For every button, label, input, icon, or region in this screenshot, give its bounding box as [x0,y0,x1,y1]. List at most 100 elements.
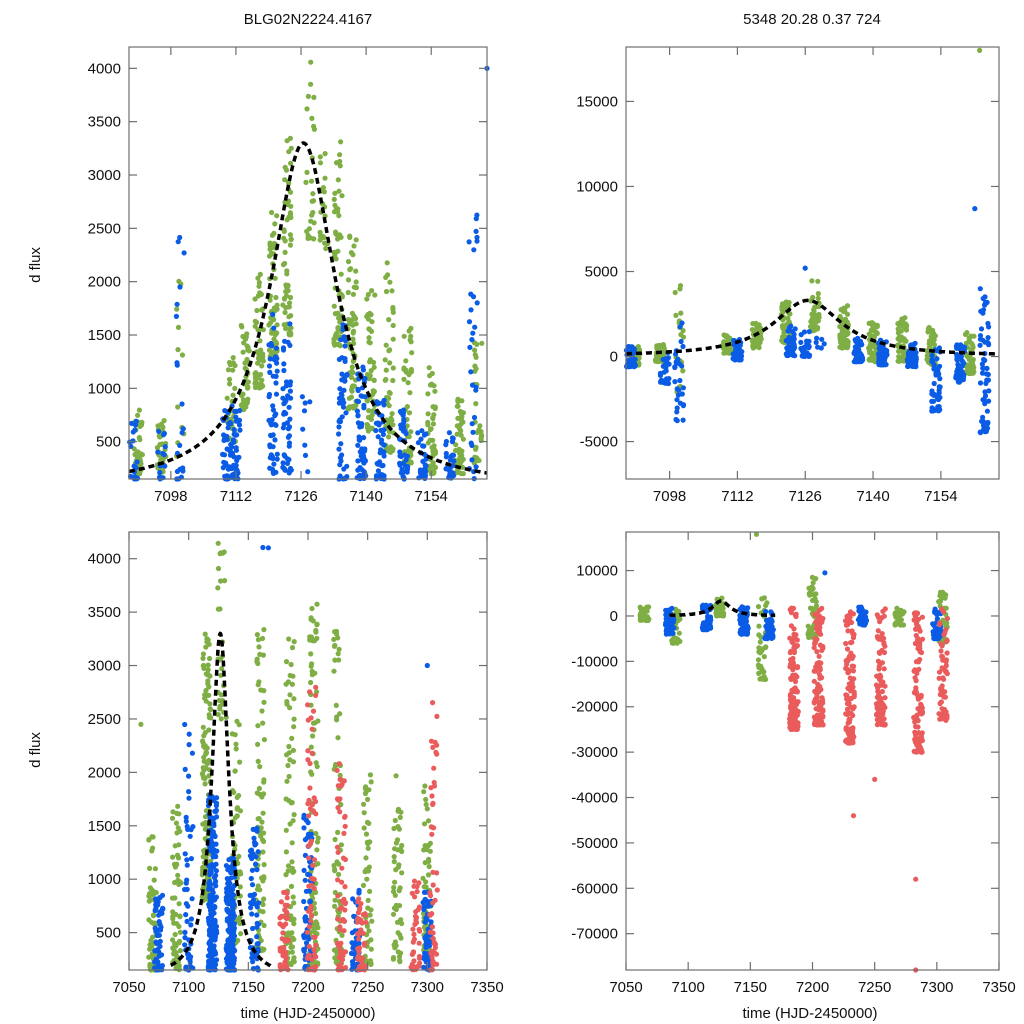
data-point-blue-band [358,393,364,399]
data-point-green-band [345,317,351,323]
data-point-green-band [224,395,230,401]
data-point-red-band [427,893,434,899]
data-point-blue-band [271,325,277,331]
data-point-green-band [273,339,279,345]
data-point-green-band [366,335,372,341]
data-point-green-band [174,830,180,836]
data-point-blue-band [302,400,308,406]
data-point-green-band [473,354,479,360]
x-tick-label: 7100 [172,979,205,996]
data-point-green-band [215,585,221,591]
data-point-green-band [387,449,394,455]
data-point-green-band [254,658,260,665]
data-point-blue-band [937,363,943,369]
data-point-red-band [430,900,436,906]
data-point-red-band [277,915,283,921]
data-point-red-band [306,943,312,950]
data-point-green-band [348,250,354,256]
data-point-blue-band [280,345,287,351]
data-point-green-band [291,716,297,722]
data-point-blue-band [980,310,986,316]
y-tick-label: 4000 [88,551,121,568]
data-point-green-band [454,403,460,409]
data-point-blue-band [254,924,260,930]
data-point-blue-band [910,343,916,349]
data-point-green-band [287,692,293,698]
data-point-blue-band [814,335,820,341]
data-point-green-band [175,877,181,884]
data-point-red-band [430,869,436,875]
data-point-green-band [407,390,413,396]
data-point-green-band [369,918,375,924]
data-point-green-band [238,402,244,408]
data-point-green-band [874,330,880,336]
data-point-red-band [358,956,364,963]
data-point-green-band [136,407,142,413]
data-point-green-band [784,321,790,327]
data-point-blue-band [397,460,403,466]
data-point-green-band [269,330,275,336]
data-point-green-band [241,340,247,346]
data-point-blue-band [229,919,235,925]
data-point-green-band [762,645,769,651]
data-point-green-band [291,921,297,927]
data-point-green-band [677,616,683,622]
data-point-green-band [967,356,973,363]
data-point-green-band [361,801,367,807]
data-point-green-band [331,947,337,953]
panel-bottom-right: time (HJD-2450000) 7050 7100 7150 7200 7250 7… [571,531,1016,1022]
data-point-blue-band [213,868,219,874]
data-point-green-band [205,678,211,684]
data-point-blue-band [357,437,363,443]
x-tick-label: 7300 [411,979,444,996]
data-point-blue-band [281,367,287,374]
data-point-blue-band [184,857,190,863]
data-point-green-band [255,275,261,281]
data-point-blue-band [273,373,279,379]
data-point-green-band [256,644,262,650]
data-point-blue-band [467,344,473,350]
data-point-green-band [261,838,267,845]
data-point-blue-band [678,338,684,345]
data-point-green-band [897,622,904,628]
data-point-green-band [408,429,414,435]
data-point-blue-band [132,474,138,480]
data-point-green-band [310,191,316,197]
data-point-green-band [282,260,288,267]
data-point-blue-band [853,351,859,358]
data-point-red-band [335,805,341,811]
data-point-green-band [244,343,250,349]
data-point-blue-band [981,356,987,363]
data-point-blue-band [301,867,307,874]
data-point-green-band [288,944,294,950]
data-point-green-band [644,608,650,614]
data-point-green-band [403,358,409,364]
data-point-red-band [362,940,368,946]
data-point-green-band [386,317,392,323]
data-point-blue-band [473,464,479,470]
data-point-green-band [252,296,258,302]
data-point-green-band [206,641,212,647]
data-point-blue-band [153,939,159,945]
data-point-green-band [807,605,814,611]
data-point-blue-band [379,463,385,469]
data-point-blue-band [471,414,478,421]
data-point-blue-band [801,353,807,359]
data-point-blue-band [272,421,278,428]
data-point-green-band [259,819,265,825]
data-point-blue-band [354,408,360,414]
data-point-green-band [226,359,233,366]
data-point-blue-band [159,910,165,917]
data-point-green-band [291,868,297,875]
data-point-green-band [172,843,178,849]
scatter-points [637,531,950,973]
data-point-green-band [455,396,461,402]
data-point-green-band [290,747,296,754]
data-point-green-band [758,676,765,682]
data-point-green-band [323,245,329,252]
data-point-blue-band [679,391,685,397]
data-point-blue-band [182,766,188,773]
data-point-blue-band [210,833,216,839]
data-point-green-band [866,320,872,326]
data-point-green-band [306,226,312,232]
